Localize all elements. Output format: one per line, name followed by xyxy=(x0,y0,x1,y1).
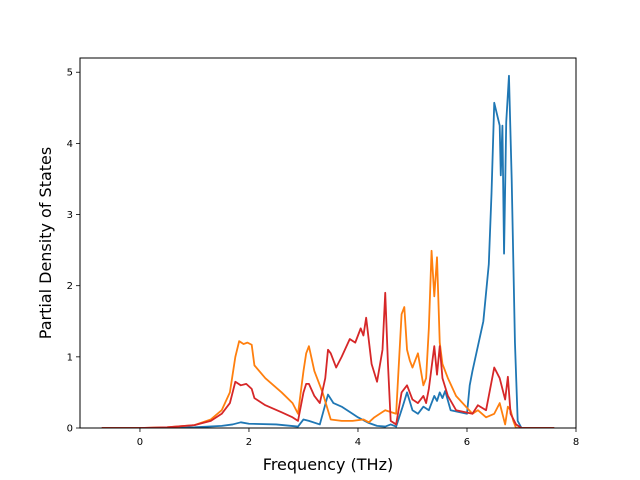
y-tick-label: 1 xyxy=(67,352,73,363)
x-tick-label: 0 xyxy=(137,437,143,448)
series-line-1 xyxy=(101,74,555,428)
y-tick-label: 2 xyxy=(67,281,73,292)
y-tick-label: 5 xyxy=(67,68,73,79)
x-tick-label: 8 xyxy=(573,437,579,448)
y-tick-label: 3 xyxy=(67,210,73,221)
x-tick-label: 2 xyxy=(246,437,252,448)
series-line-2 xyxy=(101,249,555,428)
x-tick-label: 4 xyxy=(355,437,361,448)
x-tick-label: 6 xyxy=(464,437,470,448)
y-tick-label: 0 xyxy=(67,424,73,435)
series-line-3 xyxy=(101,291,555,428)
y-tick-label: 4 xyxy=(67,139,73,150)
plot-area xyxy=(101,74,555,428)
x-axis-label: Frequency (THz) xyxy=(263,455,393,474)
x-axis-ticks: 0 2 4 6 8 xyxy=(137,428,579,448)
y-axis-ticks: 0 1 2 3 4 5 xyxy=(67,68,80,435)
axes-frame xyxy=(79,57,577,429)
y-axis-label: Partial Density of States xyxy=(36,147,55,339)
